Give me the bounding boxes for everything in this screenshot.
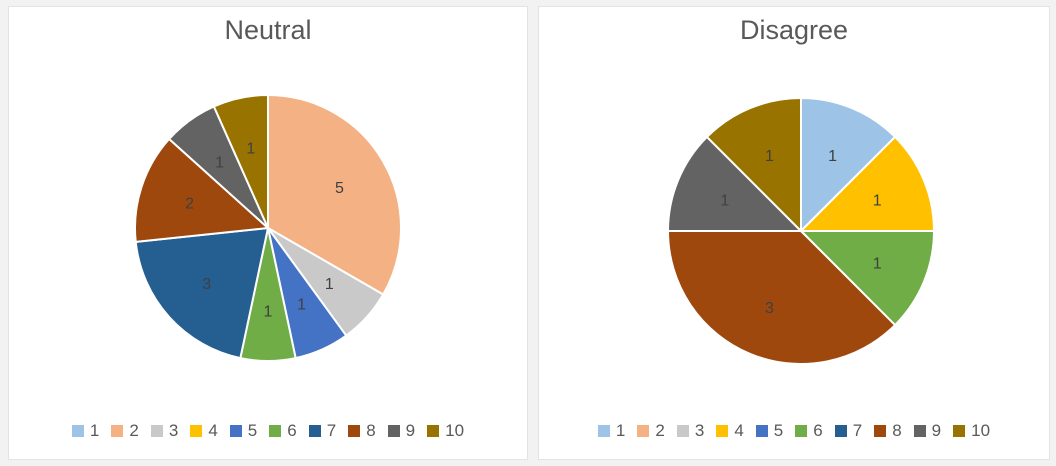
pie-slice-8 [666, 230, 897, 365]
legend-label: 10 [445, 421, 465, 440]
pie-chart-disagree: Disagree 1 1 1 3 1 1 1 2 3 4 5 6 7 8 9 10 [538, 6, 1050, 460]
legend-label: 3 [168, 421, 179, 440]
pie-slice-4 [798, 135, 936, 232]
data-label-1: 1 [828, 148, 837, 165]
legend-item-1: 1 [71, 421, 100, 441]
pie-slice-10 [705, 96, 802, 234]
legend-swatch [387, 425, 400, 437]
data-label-10: 1 [765, 148, 774, 165]
pie-slice-8 [134, 137, 271, 244]
legend-swatch [834, 425, 847, 437]
legend-label: 1 [89, 421, 100, 440]
legend-label: 3 [694, 421, 705, 440]
legend-swatch [229, 425, 242, 437]
legend-label: 2 [655, 421, 665, 440]
data-label-4: 1 [873, 192, 882, 209]
legend-item-9: 9 [913, 421, 942, 441]
pie-chart-neutral: Neutral 5 1 1 1 3 2 1 1 1 2 3 4 5 6 7 8 9 10 [8, 6, 528, 460]
legend-swatch [874, 425, 887, 437]
chart-title: Disagree [739, 15, 849, 45]
pie-slice-2 [267, 93, 402, 296]
legend-label: 7 [852, 421, 863, 440]
legend-item-7: 7 [834, 421, 863, 441]
legend-swatch [913, 425, 926, 437]
data-label-6: 1 [264, 303, 273, 320]
data-label-10: 1 [246, 140, 255, 157]
legend-label: 6 [287, 421, 297, 440]
legend-item-4: 4 [716, 421, 744, 441]
legend-swatch [190, 425, 203, 437]
data-label-2: 5 [335, 180, 344, 197]
legend: 1 2 3 4 5 6 7 8 9 10 [9, 421, 527, 441]
legend-label: 9 [405, 421, 416, 440]
legend-swatch [716, 425, 729, 437]
legend-swatch [150, 425, 163, 437]
legend-item-8: 8 [348, 421, 376, 441]
legend: 1 2 3 4 5 6 7 8 9 10 [539, 421, 1049, 441]
legend-item-7: 7 [308, 421, 337, 441]
legend-swatch [597, 425, 610, 437]
legend-item-1: 1 [597, 421, 626, 441]
pie-slice-1 [800, 96, 897, 234]
legend-swatch [953, 425, 966, 437]
legend-item-6: 6 [269, 421, 297, 441]
legend-swatch [676, 425, 689, 437]
legend-label: 10 [971, 421, 991, 440]
chart-title: Neutral [224, 15, 312, 45]
data-label-8: 3 [765, 300, 774, 317]
legend-swatch [427, 425, 440, 437]
data-label-8: 2 [185, 196, 194, 213]
legend-label: 5 [773, 421, 784, 440]
legend-label: 5 [247, 421, 258, 440]
pie-slice-9 [666, 135, 804, 232]
legend-label: 2 [129, 421, 139, 440]
legend-label: 7 [326, 421, 337, 440]
legend-swatch [111, 425, 124, 437]
legend-item-10: 10 [427, 421, 464, 441]
legend-label: 4 [208, 421, 218, 440]
pie-slice-6 [798, 230, 936, 327]
legend-label: 9 [931, 421, 942, 440]
legend-item-3: 3 [150, 421, 179, 441]
legend-label: 4 [734, 421, 744, 440]
data-label-9: 1 [720, 192, 729, 209]
pie-slice-10 [212, 93, 269, 229]
legend-swatch [348, 425, 361, 437]
legend-label: 6 [813, 421, 823, 440]
legend-label: 8 [366, 421, 376, 440]
legend-item-6: 6 [795, 421, 823, 441]
data-label-9: 1 [215, 154, 224, 171]
data-label-3: 1 [325, 276, 334, 293]
legend-swatch [795, 425, 808, 437]
data-label-7: 3 [202, 276, 211, 293]
legend-item-4: 4 [190, 421, 218, 441]
legend-item-5: 5 [229, 421, 258, 441]
legend-item-5: 5 [755, 421, 784, 441]
pie-plot-area: 1 1 1 3 1 1 [666, 96, 936, 365]
legend-swatch [755, 425, 768, 437]
legend-label: 1 [615, 421, 626, 440]
legend-item-9: 9 [387, 421, 416, 441]
legend-swatch [269, 425, 282, 437]
legend-item-2: 2 [111, 421, 139, 441]
data-label-6: 1 [873, 256, 882, 273]
legend-item-10: 10 [953, 421, 990, 441]
legend-item-2: 2 [637, 421, 665, 441]
legend-item-3: 3 [676, 421, 705, 441]
legend-swatch [71, 425, 84, 437]
pie-slice-7 [134, 226, 270, 360]
pie-plot-area: 5 1 1 1 3 2 1 1 [134, 93, 402, 362]
data-label-5: 1 [297, 296, 306, 313]
legend-swatch [637, 425, 650, 437]
legend-label: 8 [892, 421, 902, 440]
legend-swatch [308, 425, 321, 437]
legend-item-8: 8 [874, 421, 902, 441]
